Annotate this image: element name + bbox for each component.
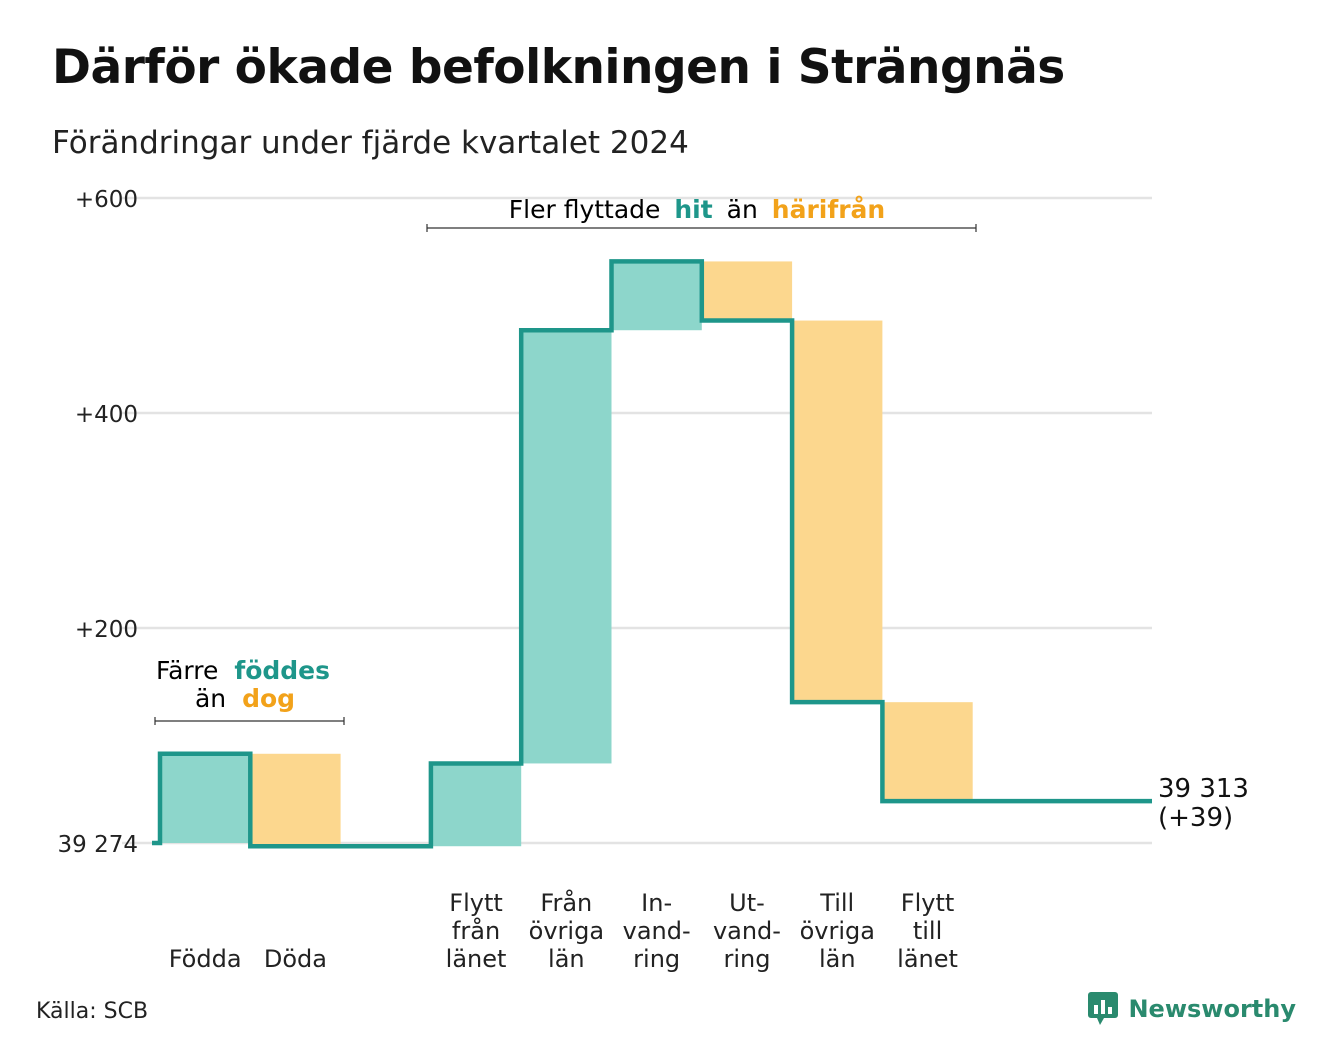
y-tick-label: +200 <box>75 617 138 643</box>
births-annotation: Färre föddes än dog <box>154 656 345 725</box>
waterfall-bar <box>160 753 251 843</box>
waterfall-bar <box>701 261 793 321</box>
waterfall-bar <box>521 330 612 764</box>
births-annotation-orange: dog <box>242 684 295 713</box>
moves-annotation-orange: härifrån <box>772 195 885 224</box>
births-bracket <box>154 717 345 725</box>
waterfall-bar <box>430 763 522 847</box>
end-label: 39 313 (+39) <box>1158 774 1249 833</box>
y-tick-label: 39 274 <box>58 832 138 858</box>
x-tick-label: Flytt från länet <box>446 889 507 973</box>
brand-name: Newsworthy <box>1128 995 1296 1023</box>
x-tick-label: Till övriga län <box>800 889 875 973</box>
svg-text:än dog: än dog <box>195 684 295 713</box>
chart-title: Därför ökade befolkningen i Strängnäs <box>52 40 1065 95</box>
moves-bracket <box>426 224 977 232</box>
births-annotation-text: Färre <box>156 656 218 685</box>
chart-subtitle: Förändringar under fjärde kvartalet 2024 <box>52 125 689 161</box>
moves-annotation-teal: hit <box>674 195 712 224</box>
waterfall-bar <box>792 320 883 703</box>
x-tick-label: In-vand-ring <box>623 889 691 973</box>
births-annotation-teal: föddes <box>234 656 330 685</box>
cumulative-step-line <box>152 259 1152 849</box>
moves-annotation: Fler flyttade hit än härifrån <box>426 195 977 232</box>
y-tick-label: +600 <box>75 187 138 213</box>
svg-text:Färre föddes: Färre föddes <box>156 656 330 685</box>
svg-text:Fler flyttade hit: Fler flyttade hit än härifrån <box>509 195 885 224</box>
waterfall-bar <box>250 753 341 847</box>
births-annotation-text2: än <box>195 684 226 713</box>
moves-annotation-mid: än <box>727 195 758 224</box>
waterfall-bar <box>882 702 973 802</box>
x-tick-label: Döda <box>264 945 327 973</box>
bars <box>160 261 973 847</box>
y-tick-label: +400 <box>75 402 138 428</box>
moves-annotation-pre: Fler flyttade <box>509 195 661 224</box>
waterfall-chart: 39 274 +200 +400 +600 Födda Döda Flytt från län… <box>58 187 1249 973</box>
x-tick-label: Födda <box>169 945 242 973</box>
y-axis-ticks: 39 274 +200 +400 +600 <box>58 187 138 858</box>
end-change-label: (+39) <box>1158 803 1233 833</box>
x-axis-labels: Födda Döda Flytt från länet Från övriga län In-v… <box>169 888 958 973</box>
x-tick-label: Ut-vand-ring <box>713 889 781 973</box>
x-tick-label: Flytt till länet <box>897 889 958 973</box>
waterfall-bar <box>611 261 702 331</box>
end-total-label: 39 313 <box>1158 774 1249 804</box>
source-note: Källa: SCB <box>36 999 149 1024</box>
newsworthy-logo-icon <box>1088 992 1119 1025</box>
x-tick-label: Från övriga län <box>529 888 604 973</box>
brand-logo: Newsworthy <box>1088 992 1296 1026</box>
